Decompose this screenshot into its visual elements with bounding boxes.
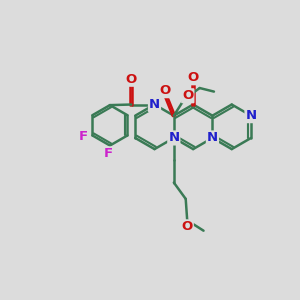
Text: N: N bbox=[245, 109, 256, 122]
Text: F: F bbox=[104, 147, 113, 161]
Text: O: O bbox=[126, 73, 137, 86]
Text: N: N bbox=[168, 131, 179, 145]
Text: F: F bbox=[79, 130, 88, 143]
Text: N: N bbox=[207, 131, 218, 145]
Text: O: O bbox=[182, 89, 194, 102]
Text: O: O bbox=[159, 84, 170, 97]
Text: O: O bbox=[188, 71, 199, 84]
Text: O: O bbox=[182, 220, 193, 233]
Text: N: N bbox=[149, 98, 160, 111]
